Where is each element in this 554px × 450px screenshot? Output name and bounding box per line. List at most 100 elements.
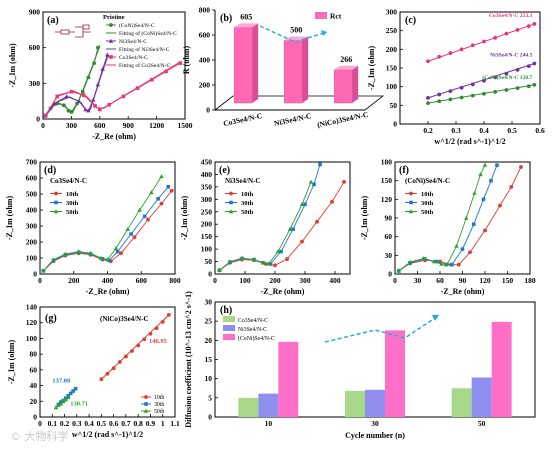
legend-swatch <box>223 334 235 340</box>
data-point <box>227 259 233 264</box>
data-point <box>228 209 234 214</box>
data-point <box>291 227 295 231</box>
data-point <box>504 31 509 36</box>
plot-frame <box>214 161 351 275</box>
data-point <box>426 59 430 64</box>
panel-d: 0 200 400 600 800 0 100 200 300 400 500 600 700 -Z_Re… <box>5 158 181 297</box>
trend-arrow <box>259 25 328 43</box>
legend-label: 30th <box>154 402 164 408</box>
data-point <box>64 94 69 99</box>
y-tick-label: 200 <box>201 220 213 229</box>
y-tick-label: 0 <box>208 413 212 422</box>
legend-label: Ni3Se4/N-C <box>119 39 147 45</box>
data-point <box>154 326 159 331</box>
y-tick-label: 0 <box>33 413 37 422</box>
y-tick-label: 0 <box>208 270 212 279</box>
panel-label: (a) <box>47 15 59 26</box>
data-point <box>109 55 113 59</box>
x-tick-label: 400 <box>102 276 114 285</box>
y-tick-label: 500 <box>26 190 38 199</box>
data-point <box>493 35 498 40</box>
series-line <box>43 186 169 272</box>
data-point <box>217 267 222 272</box>
x-tick-label: 0.2 <box>60 419 70 428</box>
data-point <box>437 99 442 104</box>
data-point <box>287 226 293 231</box>
bar-side <box>352 65 359 103</box>
data-point <box>41 268 46 273</box>
data-point <box>115 249 120 254</box>
data-point <box>526 64 531 69</box>
data-point <box>143 408 149 413</box>
legend-label: 10th <box>241 191 254 198</box>
x-tick-label: 1500 <box>178 121 193 130</box>
y-tick-label: 200 <box>199 81 211 90</box>
data-point <box>132 235 137 240</box>
data-point <box>129 232 133 236</box>
y-tick-label: 300 <box>201 195 213 204</box>
y-tick-label: 25 <box>205 317 213 326</box>
data-point <box>63 397 68 402</box>
y-tick-label: 50 <box>390 101 398 110</box>
legend-swatch <box>315 12 327 19</box>
y-tick-label: 5 <box>208 393 212 402</box>
data-point <box>76 249 82 254</box>
data-point <box>426 95 430 100</box>
panel-label: (e) <box>219 165 230 176</box>
data-point <box>68 391 73 396</box>
series-line <box>44 61 181 117</box>
data-point <box>88 250 93 255</box>
panel-e: 0 100 200 300 400 0 50 100 150 200 250 300 350 400 450… <box>180 158 351 296</box>
y-tick-label: 60 <box>385 232 393 241</box>
data-point <box>426 101 430 105</box>
y-tick-label: 100 <box>201 245 213 254</box>
data-point <box>445 261 450 266</box>
circuit-inset <box>55 26 91 38</box>
legend-label: 50th <box>154 409 164 415</box>
data-point <box>526 24 531 29</box>
category-label: 50 <box>478 419 486 428</box>
x-tick-label: 0.1 <box>48 419 58 428</box>
data-point <box>148 331 153 336</box>
y-tick-label: 350 <box>201 182 213 191</box>
data-point <box>58 401 64 406</box>
y-tick-label: 0 <box>393 120 397 129</box>
bar <box>333 69 353 104</box>
data-point <box>299 202 305 207</box>
y-tick-label: 300 <box>386 8 398 17</box>
y-tick-label: 400 <box>201 170 213 179</box>
x-tick-label: 120 <box>479 276 491 285</box>
data-point <box>119 251 123 256</box>
data-point <box>454 243 459 248</box>
legend-label: (CoNi)Se4/N-C <box>119 22 155 29</box>
data-point <box>515 67 520 72</box>
legend-label: Co3Se4/N-C <box>238 318 268 324</box>
bar-top <box>234 23 259 28</box>
y-tick-label: 150 <box>381 176 393 185</box>
x-axis-label: -Z_Re (ohm) <box>261 287 305 296</box>
data-point <box>526 84 531 89</box>
x-tick-label: 0.9 <box>146 419 156 428</box>
data-point <box>251 257 257 262</box>
circuit-resistor <box>60 29 70 35</box>
data-point <box>51 257 56 262</box>
bar-value-label: 605 <box>240 12 252 21</box>
data-point <box>408 209 414 214</box>
bar <box>238 397 259 417</box>
y-tick-label: 20 <box>30 397 38 406</box>
data-point <box>464 215 469 220</box>
x-tick-label: 300 <box>299 276 311 285</box>
data-point <box>144 402 148 406</box>
y-tick-label: 600 <box>29 43 41 52</box>
data-point <box>63 251 68 256</box>
x-axis-label: w^1/2 (rad s^-1)^1/2 <box>434 137 505 146</box>
y-tick-label: 90 <box>385 214 393 223</box>
panel-b: 0 200 400 600 800 R (ohm) (b) 605 Co3Se4/N-C 500 N… <box>182 6 385 129</box>
x-tick-label: 0.4 <box>479 126 489 135</box>
legend-label: 50th <box>421 209 434 216</box>
panel-title: Co3Se4/N-C <box>50 177 87 185</box>
legend-label: 30th <box>241 200 254 207</box>
x-tick-label: 600 <box>136 276 148 285</box>
data-point <box>318 162 322 167</box>
data-point <box>142 214 147 219</box>
